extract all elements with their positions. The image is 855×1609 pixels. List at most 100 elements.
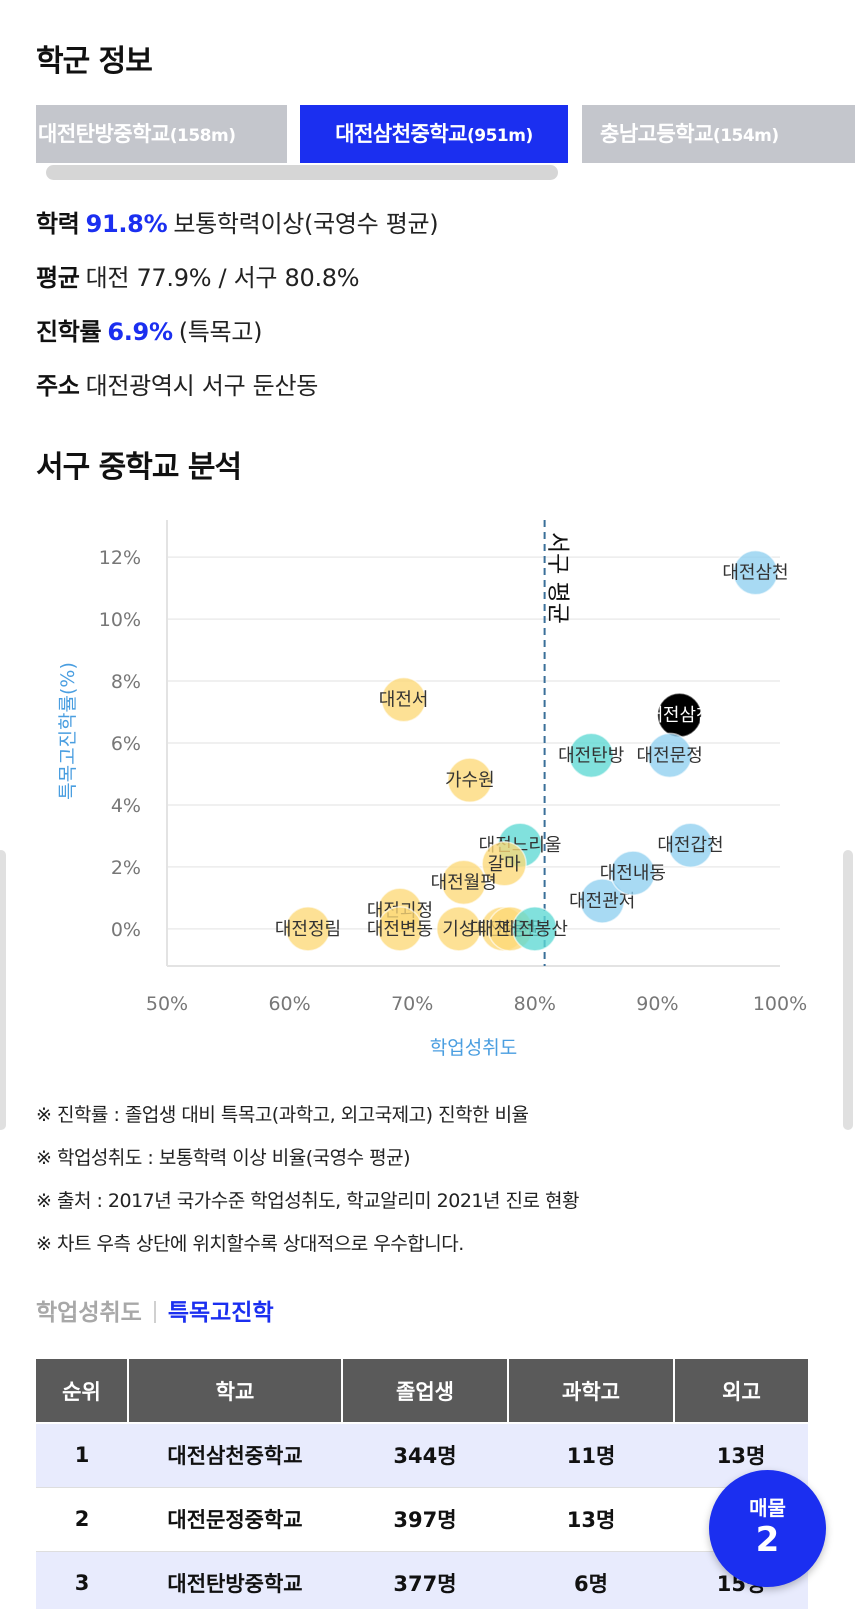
school-point-label: 갈마	[488, 854, 522, 875]
note-achievement: ※ 학업성취도 : 보통학력 이상 비율(국영수 평균)	[36, 1147, 411, 1169]
cell-rank: 2	[36, 1487, 128, 1552]
tab-school-chungnam[interactable]: 충남고등학교(154m)	[582, 105, 855, 163]
y-tick-label: 10%	[99, 609, 141, 631]
rate-value: 6.9%	[107, 318, 173, 346]
tab-school-samcheon[interactable]: 대전삼천중학교(951m)	[300, 105, 568, 163]
academic-row: 학력 91.8% 보통학력이상(국영수 평균)	[36, 204, 439, 239]
tab-school-tanbang[interactable]: 대전탄방중학교(158m)	[36, 105, 287, 163]
reference-line-label: 서구 평균	[545, 532, 571, 624]
school-point-label: 대전정림	[275, 919, 341, 940]
x-axis-title: 학업성취도	[430, 1037, 517, 1059]
table-row[interactable]: 2 대전문정중학교 397명 13명	[36, 1487, 808, 1552]
school-point	[440, 859, 487, 906]
listings-fab-button[interactable]: 매물 2	[709, 1470, 826, 1587]
y-tick-label: 4%	[111, 795, 141, 817]
school-point-label: 대전내동	[600, 863, 666, 884]
cell-graduates: 344명	[342, 1423, 508, 1488]
subtab-achievement[interactable]: 학업성취도	[36, 1300, 142, 1326]
ranking-subtabs: 학업성취도 특목고진학	[36, 1293, 274, 1327]
school-point	[377, 906, 423, 952]
school-point-label: 대전갑천	[657, 835, 723, 856]
tab-school-distance: (951m)	[467, 126, 533, 146]
tabs-scrollbar[interactable]	[46, 165, 558, 180]
tab-school-name: 충남고등학교	[600, 122, 713, 146]
average-row: 평균 대전 77.9% / 서구 80.8%	[36, 258, 360, 293]
scatter-chart: 0% 2% 4% 6% 8% 10% 12% 50% 60% 70% 80% 90% 100% 학업성취도…	[57, 520, 807, 1059]
tab-school-name: 대전삼천중학교	[335, 122, 467, 146]
note-rate: ※ 진학률 : 졸업생 대비 특목고(과학고, 외고국제고) 진학한 비율	[36, 1104, 529, 1126]
rate-label: 진학률	[36, 318, 102, 346]
cell-graduates: 377명	[342, 1551, 508, 1609]
average-text: 대전 77.9% / 서구 80.8%	[85, 264, 360, 292]
analysis-title: 서구 중학교 분석	[36, 450, 242, 485]
academic-suffix: 보통학력이상(국영수 평균)	[173, 210, 439, 238]
table-header-row: 순위 학교 졸업생 과학고 외고	[36, 1359, 808, 1424]
school-point-label: 대전탄방	[558, 745, 624, 766]
cell-science: 6명	[508, 1551, 674, 1609]
fab-count: 2	[755, 1520, 780, 1560]
cell-science: 13명	[508, 1487, 674, 1552]
school-point	[447, 757, 493, 803]
tab-school-name: 대전탄방중학교	[38, 122, 170, 146]
school-point	[646, 732, 693, 779]
address-label: 주소	[36, 372, 80, 400]
rate-suffix: (특목고)	[178, 318, 263, 346]
school-point	[579, 878, 625, 924]
col-rank: 순위	[36, 1359, 129, 1424]
note-hint: ※ 차트 우측 상단에 위치할수록 상대적으로 우수합니다.	[36, 1233, 464, 1255]
x-tick-label: 80%	[514, 993, 556, 1015]
col-school: 학교	[127, 1359, 343, 1424]
address-row: 주소 대전광역시 서구 둔산동	[36, 366, 318, 401]
school-point-label: 기성	[442, 919, 475, 940]
school-point-label: 대전월평	[431, 872, 497, 893]
academic-label: 학력	[36, 210, 80, 238]
school-point	[481, 841, 527, 887]
table-row[interactable]: 3 대전탄방중학교 377명 6명 15명	[36, 1551, 808, 1609]
right-scrollbar[interactable]	[843, 850, 853, 1130]
school-point	[610, 850, 656, 896]
cell-school: 대전탄방중학교	[128, 1551, 342, 1609]
y-axis-title: 특목고진학률(%)	[57, 662, 79, 800]
subtab-divider	[153, 1301, 156, 1323]
school-point-label: 대전변동	[367, 919, 433, 940]
y-tick-label: 12%	[99, 547, 141, 569]
school-point-label: 대전삼천	[722, 563, 788, 584]
school-point	[568, 732, 614, 779]
school-point-label: 대전문정	[637, 745, 703, 766]
average-label: 평균	[36, 264, 80, 292]
x-tick-label: 70%	[391, 993, 433, 1015]
academic-value: 91.8%	[85, 210, 168, 238]
subtab-special-school[interactable]: 특목고진학	[167, 1300, 274, 1326]
x-tick-label: 60%	[268, 993, 310, 1015]
x-tick-label: 100%	[753, 993, 807, 1015]
cell-rank: 3	[36, 1551, 128, 1609]
fab-label: 매물	[749, 1496, 786, 1520]
school-point	[285, 906, 331, 952]
y-tick-label: 6%	[111, 733, 141, 755]
cell-school: 대전문정중학교	[128, 1487, 342, 1552]
school-point-label: 가수원	[445, 770, 495, 791]
school-point-label: 대전봉산	[502, 919, 568, 940]
school-tabs: 대전탄방중학교(158m) 대전삼천중학교(951m) 충남고등학교(154m)	[36, 105, 855, 163]
cell-graduates: 397명	[342, 1487, 508, 1552]
address-text: 대전광역시 서구 둔산동	[85, 372, 319, 400]
cell-science: 11명	[508, 1423, 674, 1488]
school-point-label: 대전관저	[569, 891, 635, 912]
cell-rank: 1	[36, 1423, 128, 1488]
col-graduates: 졸업생	[341, 1359, 509, 1424]
school-point-label: 대전서	[379, 690, 429, 711]
selected-school-label: 대전삼천	[646, 705, 712, 726]
note-source: ※ 출처 : 2017년 국가수준 학업성취도, 학교알리미 2021년 진로 …	[36, 1190, 580, 1212]
left-edge-handle	[0, 850, 6, 1130]
y-tick-label: 8%	[111, 671, 141, 693]
table-row[interactable]: 1 대전삼천중학교 344명 11명 13명	[36, 1423, 808, 1488]
x-tick-label: 90%	[636, 993, 678, 1015]
school-point	[512, 906, 558, 952]
col-science: 과학고	[507, 1359, 675, 1424]
ranking-table: 순위 학교 졸업생 과학고 외고 1 대전삼천중학교 344명 11명 13명 …	[36, 1359, 808, 1609]
x-tick-label: 50%	[146, 993, 188, 1015]
cell-school: 대전삼천중학교	[128, 1423, 342, 1488]
school-point	[380, 676, 427, 723]
tab-school-distance: (158m)	[169, 126, 236, 146]
col-foreign: 외고	[673, 1359, 808, 1424]
